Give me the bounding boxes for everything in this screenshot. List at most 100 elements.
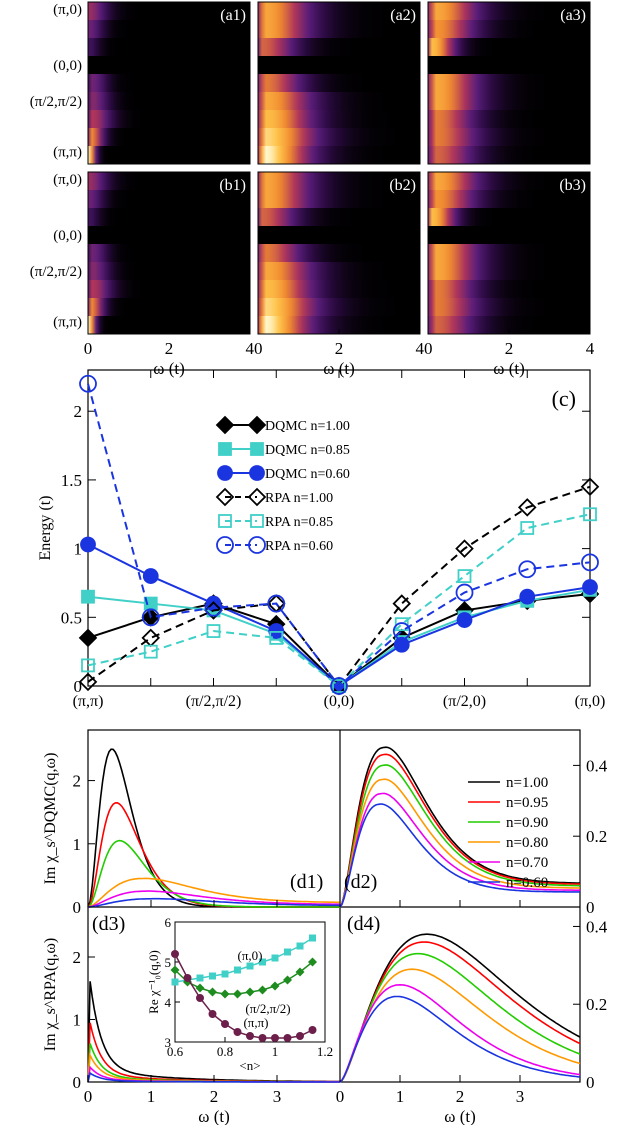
chart-d-series-line: [339, 764, 580, 908]
inset-series-label: (π,0): [238, 948, 263, 963]
chart-d-series-line: [339, 792, 580, 908]
chart-c-point: [519, 588, 536, 605]
heatmap-row-label: (π/2,π/2): [30, 94, 82, 110]
chart-c-legend-entry: RPA n=0.60: [216, 536, 333, 554]
chart-d-x-tick-label: 2: [210, 1087, 219, 1106]
chart-c-point: [267, 594, 286, 613]
heatmap-row-label: (π,π): [53, 144, 82, 160]
chart-c-point: [520, 521, 535, 535]
chart-d-legend-entry: n=1.00: [468, 775, 548, 791]
heatmap-row: [88, 244, 250, 263]
heatmap-row: [258, 38, 420, 57]
heatmap-row: [428, 110, 590, 129]
chart-d-x-tick-label: 2: [456, 1087, 465, 1106]
chart-c-point: [330, 677, 348, 695]
chart-d-legend-label: n=0.60: [506, 875, 548, 891]
inset-point: [309, 934, 316, 942]
chart-d-legend-entry: n=0.95: [468, 795, 548, 811]
inset-point: [195, 983, 205, 993]
chart-c-legend-entry: DQMC n=1.00: [215, 415, 350, 435]
heatmap-row: [258, 2, 420, 21]
chart-d-y-axis-label-top: Im χ_s^DQMC(q,ω): [42, 753, 59, 885]
chart-d-panel-label: (d3): [92, 913, 125, 935]
inset-point: [246, 1032, 254, 1040]
chart-c-y-tick-label: 2: [74, 402, 83, 421]
chart-c-legend-marker: [250, 442, 264, 456]
heatmap-panel-label: (b3): [559, 177, 586, 194]
chart-d-legend-entry: n=0.70: [468, 855, 548, 871]
heatmap-x-tick-label: 2: [165, 339, 174, 358]
inset-y-tick-label: 3: [165, 1035, 172, 1050]
chart-c-point: [394, 617, 409, 632]
inset-y-tick-label: 4: [165, 995, 172, 1010]
inset-point: [295, 967, 305, 977]
inset-point: [283, 975, 292, 985]
chart-c-point: [141, 628, 161, 648]
inset-point: [209, 972, 216, 980]
heatmap-row: [88, 146, 250, 165]
inset-point: [233, 1028, 242, 1036]
heatmap-row: [88, 2, 250, 21]
chart-c-series-line: [87, 383, 591, 688]
chart-d-x-tick-label: 1: [396, 1087, 405, 1106]
chart-c-y-axis-label: Energy (t): [37, 495, 54, 560]
heatmap-row: [258, 146, 420, 165]
chart-d-y-tick-label: 0: [73, 1073, 82, 1092]
heatmap-x-tick-label: 4: [246, 339, 255, 358]
chart-c-x-tick-label: (π,0): [575, 693, 606, 710]
heatmap-row: [428, 244, 590, 263]
chart-c-y-tick-label: 0: [74, 677, 83, 696]
heatmap-panel-label: (a1): [220, 7, 246, 24]
heatmap-row: [258, 74, 420, 93]
inset-point: [296, 1032, 304, 1040]
chart-d-series-line: [339, 746, 580, 908]
chart-c-legend-marker: [247, 415, 267, 435]
heatmap-row: [88, 92, 250, 111]
heatmap-frame: [427, 1, 591, 165]
heatmap-row: [258, 262, 420, 281]
inset-point: [196, 974, 204, 982]
heatmap-panel-a3: (a3): [427, 1, 591, 165]
heatmap-row-label: (π,0): [53, 172, 82, 188]
inset-series: [170, 957, 317, 999]
chart-c-legend-label: RPA n=1.00: [265, 491, 333, 506]
chart-c-x-tick-label: (π/2,π/2): [186, 693, 242, 710]
heatmap-row-label: (0,0): [53, 58, 82, 74]
chart-c-legend-marker: [247, 487, 267, 507]
chart-d-legend-label: n=0.80: [506, 835, 548, 851]
chart-c-point: [583, 507, 597, 522]
chart-d-legend-entry: n=0.60: [468, 875, 548, 891]
chart-c-point: [81, 589, 95, 604]
chart-c-point: [204, 598, 223, 617]
inset-point: [245, 987, 255, 997]
inset-point: [208, 1010, 217, 1018]
chart-d-panel-4: [339, 933, 581, 1083]
chart-d-series-line: [339, 968, 581, 1083]
chart-d-y-tick-label: 0.2: [586, 995, 607, 1014]
heatmap-row: [88, 38, 250, 57]
inset-point: [284, 948, 291, 956]
heatmap-row: [88, 128, 250, 147]
chart-d-legend-label: n=0.70: [506, 855, 548, 871]
chart-d-series-line: [87, 877, 340, 908]
chart-c-point: [392, 622, 411, 640]
chart-d-panel-label: (d4): [347, 913, 380, 935]
heatmap-row: [258, 316, 420, 335]
chart-c-y-tick-label: 0.5: [61, 608, 82, 627]
heatmap-x-tick-label: 0: [254, 339, 263, 358]
heatmap-x-tick-label: 0: [84, 339, 93, 358]
chart-c-point: [78, 672, 98, 692]
chart-d-series-line: [87, 890, 341, 908]
heatmap-frame: [257, 1, 421, 165]
inset-point: [220, 989, 230, 999]
chart-c-legend-marker: [248, 536, 266, 554]
heatmap-x-axis-label: ω (t): [153, 359, 185, 378]
heatmap-grid: (a1) (π,0) (0,0) (π/2,π/2) (π,π) (a2) (a3) (b1)…: [30, 1, 595, 378]
inset-point: [296, 942, 304, 950]
chart-c-legend-marker: [250, 514, 264, 528]
heatmap-row: [88, 56, 250, 75]
chart-c-x-tick-label: (0,0): [324, 693, 355, 710]
heatmap-row: [258, 208, 420, 227]
